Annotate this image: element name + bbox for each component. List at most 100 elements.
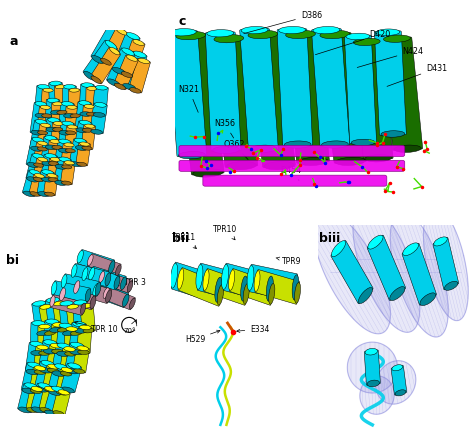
FancyBboxPatch shape xyxy=(54,86,68,114)
Ellipse shape xyxy=(47,98,59,103)
Ellipse shape xyxy=(53,122,64,126)
FancyBboxPatch shape xyxy=(80,305,95,332)
Ellipse shape xyxy=(37,345,48,350)
FancyBboxPatch shape xyxy=(64,328,78,355)
FancyBboxPatch shape xyxy=(68,89,81,117)
Ellipse shape xyxy=(86,112,97,116)
Ellipse shape xyxy=(43,387,55,392)
FancyBboxPatch shape xyxy=(62,274,100,296)
Ellipse shape xyxy=(46,319,59,324)
FancyBboxPatch shape xyxy=(91,23,123,64)
FancyBboxPatch shape xyxy=(75,102,91,132)
Ellipse shape xyxy=(365,348,377,355)
FancyBboxPatch shape xyxy=(49,82,63,114)
FancyBboxPatch shape xyxy=(58,122,74,152)
Ellipse shape xyxy=(38,383,51,389)
Ellipse shape xyxy=(87,87,97,91)
FancyBboxPatch shape xyxy=(59,347,76,375)
Polygon shape xyxy=(314,210,391,334)
FancyBboxPatch shape xyxy=(64,106,78,134)
Ellipse shape xyxy=(321,141,348,148)
Ellipse shape xyxy=(116,265,121,276)
FancyBboxPatch shape xyxy=(197,263,246,302)
Ellipse shape xyxy=(105,41,117,50)
FancyBboxPatch shape xyxy=(79,84,94,115)
Ellipse shape xyxy=(83,328,94,333)
FancyBboxPatch shape xyxy=(82,267,119,290)
FancyBboxPatch shape xyxy=(21,363,41,393)
FancyBboxPatch shape xyxy=(56,324,73,355)
Ellipse shape xyxy=(367,380,380,387)
FancyBboxPatch shape xyxy=(103,287,135,310)
Polygon shape xyxy=(353,203,420,332)
FancyBboxPatch shape xyxy=(45,99,60,130)
Text: N424: N424 xyxy=(357,47,423,68)
FancyBboxPatch shape xyxy=(73,301,89,332)
Ellipse shape xyxy=(266,276,273,301)
FancyBboxPatch shape xyxy=(203,175,387,186)
Ellipse shape xyxy=(75,145,87,150)
Text: D420: D420 xyxy=(315,30,391,55)
FancyBboxPatch shape xyxy=(38,326,51,354)
Ellipse shape xyxy=(67,125,77,129)
Ellipse shape xyxy=(80,142,90,146)
Ellipse shape xyxy=(45,386,56,392)
Ellipse shape xyxy=(383,35,410,42)
FancyBboxPatch shape xyxy=(367,235,406,301)
FancyBboxPatch shape xyxy=(66,305,82,335)
Ellipse shape xyxy=(27,408,38,412)
FancyBboxPatch shape xyxy=(73,347,90,373)
Ellipse shape xyxy=(42,114,52,118)
Polygon shape xyxy=(390,211,448,337)
FancyBboxPatch shape xyxy=(374,31,406,135)
FancyBboxPatch shape xyxy=(37,170,55,196)
Ellipse shape xyxy=(42,161,54,166)
Ellipse shape xyxy=(61,274,67,288)
Ellipse shape xyxy=(41,123,51,127)
Ellipse shape xyxy=(269,283,275,304)
Ellipse shape xyxy=(279,27,305,34)
Text: D431: D431 xyxy=(387,64,447,86)
Polygon shape xyxy=(347,342,397,393)
Ellipse shape xyxy=(78,350,89,354)
Text: Q362: Q362 xyxy=(223,140,248,160)
Ellipse shape xyxy=(81,304,92,308)
FancyBboxPatch shape xyxy=(63,86,76,117)
Ellipse shape xyxy=(23,191,35,197)
FancyBboxPatch shape xyxy=(284,33,329,163)
Ellipse shape xyxy=(45,192,55,196)
FancyBboxPatch shape xyxy=(112,33,140,74)
Ellipse shape xyxy=(57,328,69,332)
Ellipse shape xyxy=(64,352,76,356)
Ellipse shape xyxy=(46,297,60,303)
FancyBboxPatch shape xyxy=(64,126,78,152)
Text: c: c xyxy=(178,15,186,28)
Ellipse shape xyxy=(39,324,50,329)
FancyBboxPatch shape xyxy=(33,141,48,167)
Ellipse shape xyxy=(103,288,109,298)
Ellipse shape xyxy=(60,288,65,301)
Ellipse shape xyxy=(395,390,406,396)
FancyBboxPatch shape xyxy=(74,280,111,304)
Ellipse shape xyxy=(221,264,228,290)
FancyBboxPatch shape xyxy=(248,264,298,301)
Ellipse shape xyxy=(52,386,64,392)
Ellipse shape xyxy=(61,181,72,185)
FancyBboxPatch shape xyxy=(77,250,115,274)
Ellipse shape xyxy=(123,84,136,90)
Ellipse shape xyxy=(284,141,311,148)
Ellipse shape xyxy=(365,155,392,162)
FancyBboxPatch shape xyxy=(51,324,65,352)
FancyBboxPatch shape xyxy=(168,30,207,157)
FancyBboxPatch shape xyxy=(402,243,437,305)
FancyBboxPatch shape xyxy=(90,47,120,84)
Ellipse shape xyxy=(53,411,64,416)
Ellipse shape xyxy=(90,296,96,309)
Text: H529: H529 xyxy=(185,330,220,344)
Ellipse shape xyxy=(106,290,112,303)
FancyBboxPatch shape xyxy=(92,86,108,116)
FancyBboxPatch shape xyxy=(255,270,300,304)
Ellipse shape xyxy=(100,58,111,65)
FancyBboxPatch shape xyxy=(51,344,71,376)
Ellipse shape xyxy=(41,361,54,366)
